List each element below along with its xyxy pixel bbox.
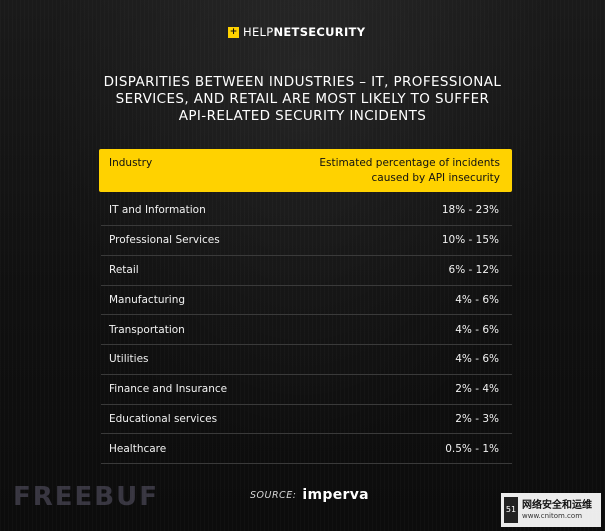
row-percentage: 4% - 6%	[455, 293, 499, 306]
row-percentage: 10% - 15%	[441, 234, 499, 247]
cnitom-logo-icon: 51	[504, 497, 518, 523]
row-percentage: 2% - 3%	[455, 412, 499, 425]
source-credit: SOURCE: imperva	[250, 487, 369, 503]
table-row: IT and Information 18% - 23%	[101, 192, 512, 226]
cnitom-name: 网络安全和运维	[522, 499, 592, 511]
header-percentage-line-1: Estimated percentage of incidents	[319, 157, 500, 169]
row-percentage: 0.5% - 1%	[445, 442, 499, 455]
header-percentage-line-2: caused by API insecurity	[371, 172, 500, 184]
table-row: Retail 6% - 12%	[101, 256, 512, 286]
brand-name: HELPNETSECURITY	[243, 25, 365, 39]
table-row: Utilities 4% - 6%	[101, 345, 512, 375]
source-label: SOURCE:	[250, 489, 297, 501]
brand-logo: + HELPNETSECURITY	[228, 24, 365, 40]
row-industry: Professional Services	[109, 234, 220, 247]
table-row: Manufacturing 4% - 6%	[101, 286, 512, 316]
brand-name-bold: NETSECURITY	[273, 25, 366, 39]
title-line-3: API-RELATED SECURITY INCIDENTS	[178, 108, 427, 124]
title-line-1: DISPARITIES BETWEEN INDUSTRIES – IT, PRO…	[103, 74, 502, 90]
row-industry: Manufacturing	[109, 293, 186, 306]
cnitom-text: 网络安全和运维 www.cnitom.com	[522, 500, 592, 521]
table-row: Finance and Insurance 2% - 4%	[101, 375, 512, 405]
row-industry: Finance and Insurance	[109, 383, 228, 396]
row-industry: Transportation	[109, 323, 185, 336]
table-row: Transportation 4% - 6%	[101, 315, 512, 345]
row-industry: Retail	[109, 264, 139, 277]
industry-table: Industry Estimated percentage of inciden…	[99, 149, 512, 464]
row-industry: Healthcare	[109, 442, 167, 455]
table-row: Healthcare 0.5% - 1%	[101, 434, 512, 464]
row-industry: Utilities	[109, 353, 149, 366]
row-percentage: 18% - 23%	[441, 203, 499, 216]
row-industry: IT and Information	[109, 203, 206, 216]
table-row: Educational services 2% - 3%	[101, 405, 512, 435]
row-industry: Educational services	[109, 412, 218, 425]
cnitom-watermark: 51 网络安全和运维 www.cnitom.com	[501, 493, 601, 527]
brand-name-light: HELP	[243, 25, 274, 39]
row-percentage: 2% - 4%	[455, 383, 499, 396]
header-percentage: Estimated percentage of incidents caused…	[319, 156, 500, 186]
row-percentage: 4% - 6%	[455, 353, 499, 366]
header-industry: Industry	[109, 157, 153, 169]
table-body: IT and Information 18% - 23% Professiona…	[99, 192, 512, 464]
page-title: DISPARITIES BETWEEN INDUSTRIES – IT, PRO…	[60, 74, 545, 125]
title-line-2: SERVICES, AND RETAIL ARE MOST LIKELY TO …	[115, 91, 490, 107]
plus-icon: +	[228, 26, 239, 38]
row-percentage: 4% - 6%	[455, 323, 499, 336]
table-row: Professional Services 10% - 15%	[101, 226, 512, 256]
table-header: Industry Estimated percentage of inciden…	[99, 149, 512, 192]
row-percentage: 6% - 12%	[448, 264, 499, 277]
imperva-logo: imperva	[302, 487, 369, 503]
freebuf-watermark: FREEBUF	[13, 482, 159, 512]
cnitom-url: www.cnitom.com	[522, 511, 583, 520]
